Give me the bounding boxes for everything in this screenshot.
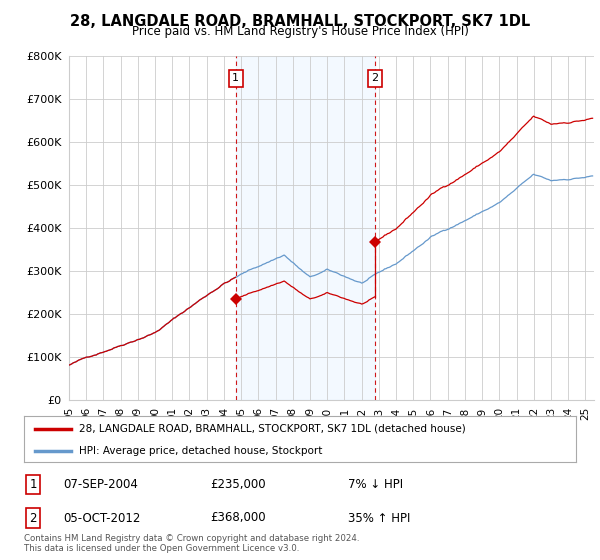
- Text: £368,000: £368,000: [210, 511, 266, 525]
- Text: 28, LANGDALE ROAD, BRAMHALL, STOCKPORT, SK7 1DL (detached house): 28, LANGDALE ROAD, BRAMHALL, STOCKPORT, …: [79, 424, 466, 434]
- Text: Contains HM Land Registry data © Crown copyright and database right 2024.
This d: Contains HM Land Registry data © Crown c…: [24, 534, 359, 553]
- Text: 05-OCT-2012: 05-OCT-2012: [63, 511, 140, 525]
- Text: 07-SEP-2004: 07-SEP-2004: [63, 478, 138, 491]
- Text: Price paid vs. HM Land Registry's House Price Index (HPI): Price paid vs. HM Land Registry's House …: [131, 25, 469, 38]
- Text: 1: 1: [232, 73, 239, 83]
- Text: 2: 2: [29, 511, 37, 525]
- Text: £235,000: £235,000: [210, 478, 266, 491]
- Text: 35% ↑ HPI: 35% ↑ HPI: [348, 511, 410, 525]
- Text: 7% ↓ HPI: 7% ↓ HPI: [348, 478, 403, 491]
- Text: HPI: Average price, detached house, Stockport: HPI: Average price, detached house, Stoc…: [79, 446, 323, 455]
- Text: 2: 2: [371, 73, 378, 83]
- Text: 28, LANGDALE ROAD, BRAMHALL, STOCKPORT, SK7 1DL: 28, LANGDALE ROAD, BRAMHALL, STOCKPORT, …: [70, 14, 530, 29]
- Bar: [236, 56, 375, 400]
- Text: 1: 1: [29, 478, 37, 491]
